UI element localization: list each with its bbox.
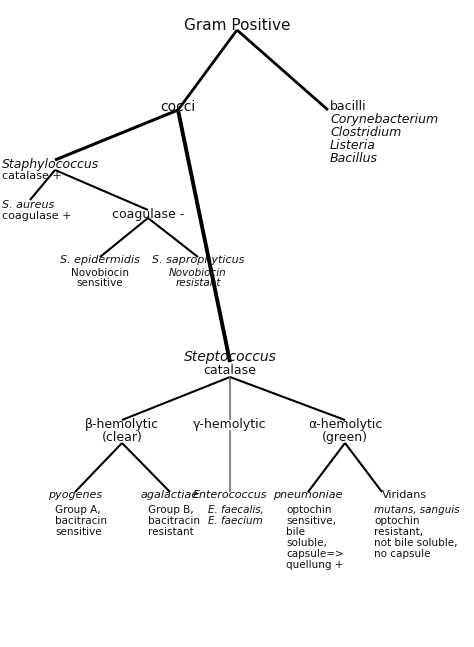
Text: no capsule: no capsule [374,549,430,559]
Text: Group A,: Group A, [55,505,100,515]
Text: S. epidermidis: S. epidermidis [60,255,140,265]
Text: catalase: catalase [203,364,256,377]
Text: bacitracin: bacitracin [148,516,200,526]
Text: mutans, sanguis: mutans, sanguis [374,505,460,515]
Text: S. aureus: S. aureus [2,200,54,210]
Text: optochin: optochin [374,516,419,526]
Text: coagulase +: coagulase + [2,211,72,221]
Text: Viridans: Viridans [382,490,427,500]
Text: sensitive: sensitive [77,278,123,288]
Text: quellung +: quellung + [286,560,343,570]
Text: E. faecium: E. faecium [208,516,263,526]
Text: S. saprophyticus: S. saprophyticus [152,255,244,265]
Text: resistant,: resistant, [374,527,423,537]
Text: pyogenes: pyogenes [48,490,102,500]
Text: Novobiocin: Novobiocin [71,268,129,278]
Text: resistant: resistant [175,278,221,288]
Text: not bile soluble,: not bile soluble, [374,538,457,548]
Text: soluble,: soluble, [286,538,327,548]
Text: Steptococcus: Steptococcus [183,350,276,364]
Text: optochin: optochin [286,505,331,515]
Text: β-hemolytic: β-hemolytic [85,418,159,431]
Text: capsule=>: capsule=> [286,549,344,559]
Text: cocci: cocci [160,100,196,114]
Text: Enterococcus: Enterococcus [193,490,267,500]
Text: Clostridium: Clostridium [330,126,401,139]
Text: γ-hemolytic: γ-hemolytic [193,418,267,431]
Text: Novobiocin: Novobiocin [169,268,227,278]
Text: Listeria: Listeria [330,139,376,152]
Text: sensitive: sensitive [55,527,101,537]
Text: bile: bile [286,527,305,537]
Text: bacilli: bacilli [330,100,366,113]
Text: pneumoniae: pneumoniae [273,490,343,500]
Text: bacitracin: bacitracin [55,516,107,526]
Text: coagulase -: coagulase - [112,208,184,221]
Text: E. faecalis,: E. faecalis, [208,505,264,515]
Text: catalase +: catalase + [2,171,62,181]
Text: α-hemolytic: α-hemolytic [308,418,382,431]
Text: resistant: resistant [148,527,194,537]
Text: (clear): (clear) [101,431,143,444]
Text: agalactiae: agalactiae [141,490,199,500]
Text: Staphylococcus: Staphylococcus [2,158,99,171]
Text: Bacillus: Bacillus [330,152,378,165]
Text: Gram Positive: Gram Positive [184,18,290,33]
Text: (green): (green) [322,431,368,444]
Text: sensitive,: sensitive, [286,516,336,526]
Text: Group B,: Group B, [148,505,193,515]
Text: Corynebacterium: Corynebacterium [330,113,438,126]
